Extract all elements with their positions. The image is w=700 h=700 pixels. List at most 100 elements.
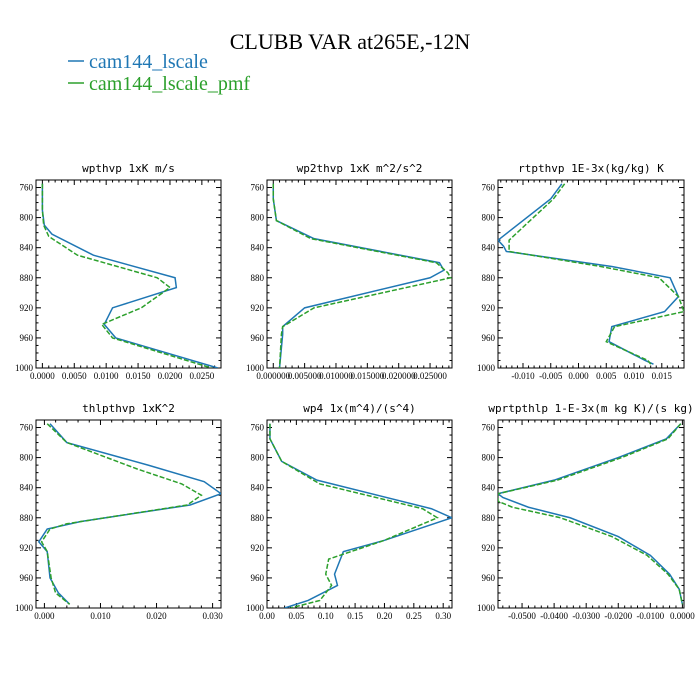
x-tick-label: 0.030: [202, 611, 223, 621]
legend-entry-cam144-lscale: cam144_lscale: [68, 51, 208, 73]
y-tick-label: 840: [482, 243, 496, 253]
y-tick-label: 800: [482, 213, 496, 223]
y-tick-label: 760: [482, 423, 496, 433]
y-tick-label: 880: [482, 513, 496, 523]
y-tick-label: 800: [251, 453, 265, 463]
x-tick-label: 0.0250: [189, 371, 214, 381]
y-tick-label: 840: [251, 483, 265, 493]
y-tick-label: 1000: [246, 363, 265, 373]
series-line-cam144-lscale-pmf: [41, 183, 212, 368]
y-tick-label: 760: [251, 183, 265, 193]
x-tick-label: 0.0100: [94, 371, 119, 381]
x-tick-label: -0.0200: [604, 611, 632, 621]
x-tick-label: 0.0050: [62, 371, 87, 381]
series-line-cam144-lscale-pmf: [508, 183, 684, 365]
y-tick-label: 760: [251, 423, 265, 433]
y-tick-label: 880: [20, 273, 34, 283]
plot-frame: [497, 179, 685, 369]
y-tick-label: 1000: [477, 603, 496, 613]
panel-title: wp2thvp 1xK m^2/s^2: [297, 162, 423, 175]
y-tick-label: 800: [251, 213, 265, 223]
x-tick-label: 0.20: [377, 611, 393, 621]
x-tick-label: -0.010: [511, 371, 535, 381]
series-line-cam144-lscale-pmf: [272, 183, 452, 368]
y-tick-label: 840: [20, 483, 34, 493]
panel-title: wp4 1x(m^4)/(s^4): [303, 402, 416, 415]
y-tick-label: 800: [20, 213, 34, 223]
x-tick-label: 0.005: [596, 371, 617, 381]
y-tick-label: 1000: [15, 363, 34, 373]
x-tick-label: 0.000: [568, 371, 589, 381]
series-line-cam144-lscale: [269, 423, 452, 608]
x-tick-label: 0.005000: [288, 371, 322, 381]
series-line-cam144-lscale: [272, 183, 445, 368]
series-line-cam144-lscale: [41, 183, 219, 368]
x-tick-label: 0.00: [259, 611, 275, 621]
x-tick-label: 0.000: [34, 611, 55, 621]
x-tick-label: 0.0000: [30, 371, 55, 381]
panels: wpthvp 1xK m/s76080084088092096010000.00…: [15, 162, 695, 621]
plot-frame: [35, 419, 222, 609]
y-tick-label: 920: [482, 303, 496, 313]
series-line-cam144-lscale-pmf: [40, 423, 203, 605]
x-tick-label: 0.010: [90, 611, 111, 621]
legend-label: cam144_lscale: [89, 51, 208, 73]
x-tick-label: -0.0400: [540, 611, 568, 621]
y-tick-label: 1000: [477, 363, 496, 373]
y-tick-label: 840: [251, 243, 265, 253]
x-tick-label: 0.015: [652, 371, 673, 381]
y-tick-label: 920: [20, 543, 34, 553]
x-tick-label: 0.015000: [350, 371, 384, 381]
y-tick-label: 960: [251, 573, 265, 583]
panel: wpthvp 1xK m/s76080084088092096010000.00…: [15, 162, 222, 381]
panel: wp2thvp 1xK m^2/s^2 760 800 840 880 920 960 100…: [246, 162, 453, 381]
x-tick-label: -0.005: [539, 371, 563, 381]
x-tick-label: 0.10: [318, 611, 334, 621]
x-tick-label: 0.25: [406, 611, 422, 621]
y-tick-label: 800: [482, 453, 496, 463]
x-tick-label: 0.000000: [256, 371, 290, 381]
y-tick-label: 1000: [15, 603, 34, 613]
panel: wprtpthlp 1-E-3x(m kg K)/(s kg) 760 800 840…: [477, 402, 695, 621]
y-tick-label: 880: [482, 273, 496, 283]
y-tick-label: 960: [20, 573, 34, 583]
y-tick-label: 800: [20, 453, 34, 463]
legend: cam144_lscale cam144_lscale_pmf: [68, 51, 250, 95]
plot-frame: [497, 419, 685, 609]
y-tick-label: 760: [482, 183, 496, 193]
x-tick-label: 0.0000: [670, 611, 695, 621]
y-tick-label: 880: [20, 513, 34, 523]
x-tick-label: -0.0100: [636, 611, 664, 621]
panel-title: wprtpthlp 1-E-3x(m kg K)/(s kg): [488, 402, 693, 415]
x-tick-label: 0.010: [624, 371, 645, 381]
legend-label: cam144_lscale_pmf: [89, 73, 250, 95]
x-tick-label: 0.020: [146, 611, 167, 621]
y-tick-label: 920: [20, 303, 34, 313]
y-tick-label: 960: [20, 333, 34, 343]
y-tick-label: 840: [20, 243, 34, 253]
y-tick-label: 760: [20, 183, 34, 193]
y-tick-label: 960: [482, 573, 496, 583]
y-tick-label: 960: [251, 333, 265, 343]
panel-title: wpthvp 1xK m/s: [82, 162, 175, 175]
y-tick-label: 1000: [246, 603, 265, 613]
x-tick-label: 0.05: [288, 611, 304, 621]
y-tick-label: 760: [20, 423, 34, 433]
plot-frame: [35, 179, 222, 369]
panel: rtpthvp 1E-3x(kg/kg) K 760 800 840 880 920 960…: [477, 162, 685, 381]
panel-title: thlpthvp 1xK^2: [82, 402, 175, 415]
panel: thlpthvp 1xK^2 760 800 840 880 920 960 10000.00…: [15, 402, 223, 621]
series-line-cam144-lscale-pmf: [269, 423, 439, 608]
x-tick-label: -0.0500: [508, 611, 536, 621]
x-tick-label: -0.0300: [572, 611, 600, 621]
y-tick-label: 840: [482, 483, 496, 493]
x-tick-label: 0.0200: [158, 371, 183, 381]
series-line-cam144-lscale-pmf: [498, 423, 684, 605]
x-tick-label: 0.010000: [319, 371, 353, 381]
y-tick-label: 880: [251, 513, 265, 523]
y-tick-label: 880: [251, 273, 265, 283]
y-tick-label: 920: [251, 543, 265, 553]
legend-entry-cam144-lscale-pmf: cam144_lscale_pmf: [68, 73, 250, 95]
x-tick-label: 0.025000: [413, 371, 447, 381]
